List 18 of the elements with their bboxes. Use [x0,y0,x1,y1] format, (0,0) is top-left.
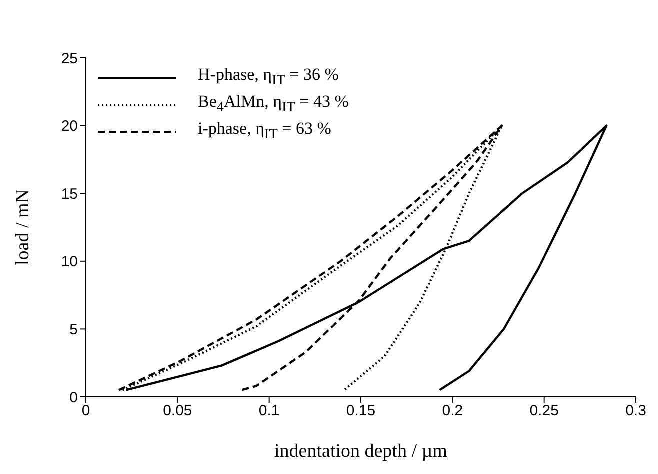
y-axis-title: load / mN [12,189,34,266]
y-tick-label: 0 [70,389,78,406]
legend-label: Be$_{4}$AlMn, η$_{IT}$ = 43 % [198,92,349,117]
x-tick-label: 0.3 [626,402,646,420]
legend-label: H-phase, η$_{IT}$ = 36 % [198,65,339,90]
x-tick-label: 0.25 [530,402,559,420]
y-tick-label: 5 [70,322,78,339]
x-tick-label: 0.15 [346,402,376,420]
x-tick-label: 0.1 [258,402,280,420]
x-tick-label: 0.05 [163,402,192,420]
y-tick-label: 20 [61,118,78,136]
x-tick-label: 0 [82,402,90,420]
y-tick-label: 10 [61,254,78,271]
y-tick-label: 15 [61,186,78,203]
legend-label: i-phase, η$_{IT}$ = 63 % [198,119,332,144]
x-axis-title: indentation depth / µm [274,441,448,462]
y-tick-label: 25 [61,50,78,68]
x-tick-label: 0.2 [442,402,464,420]
